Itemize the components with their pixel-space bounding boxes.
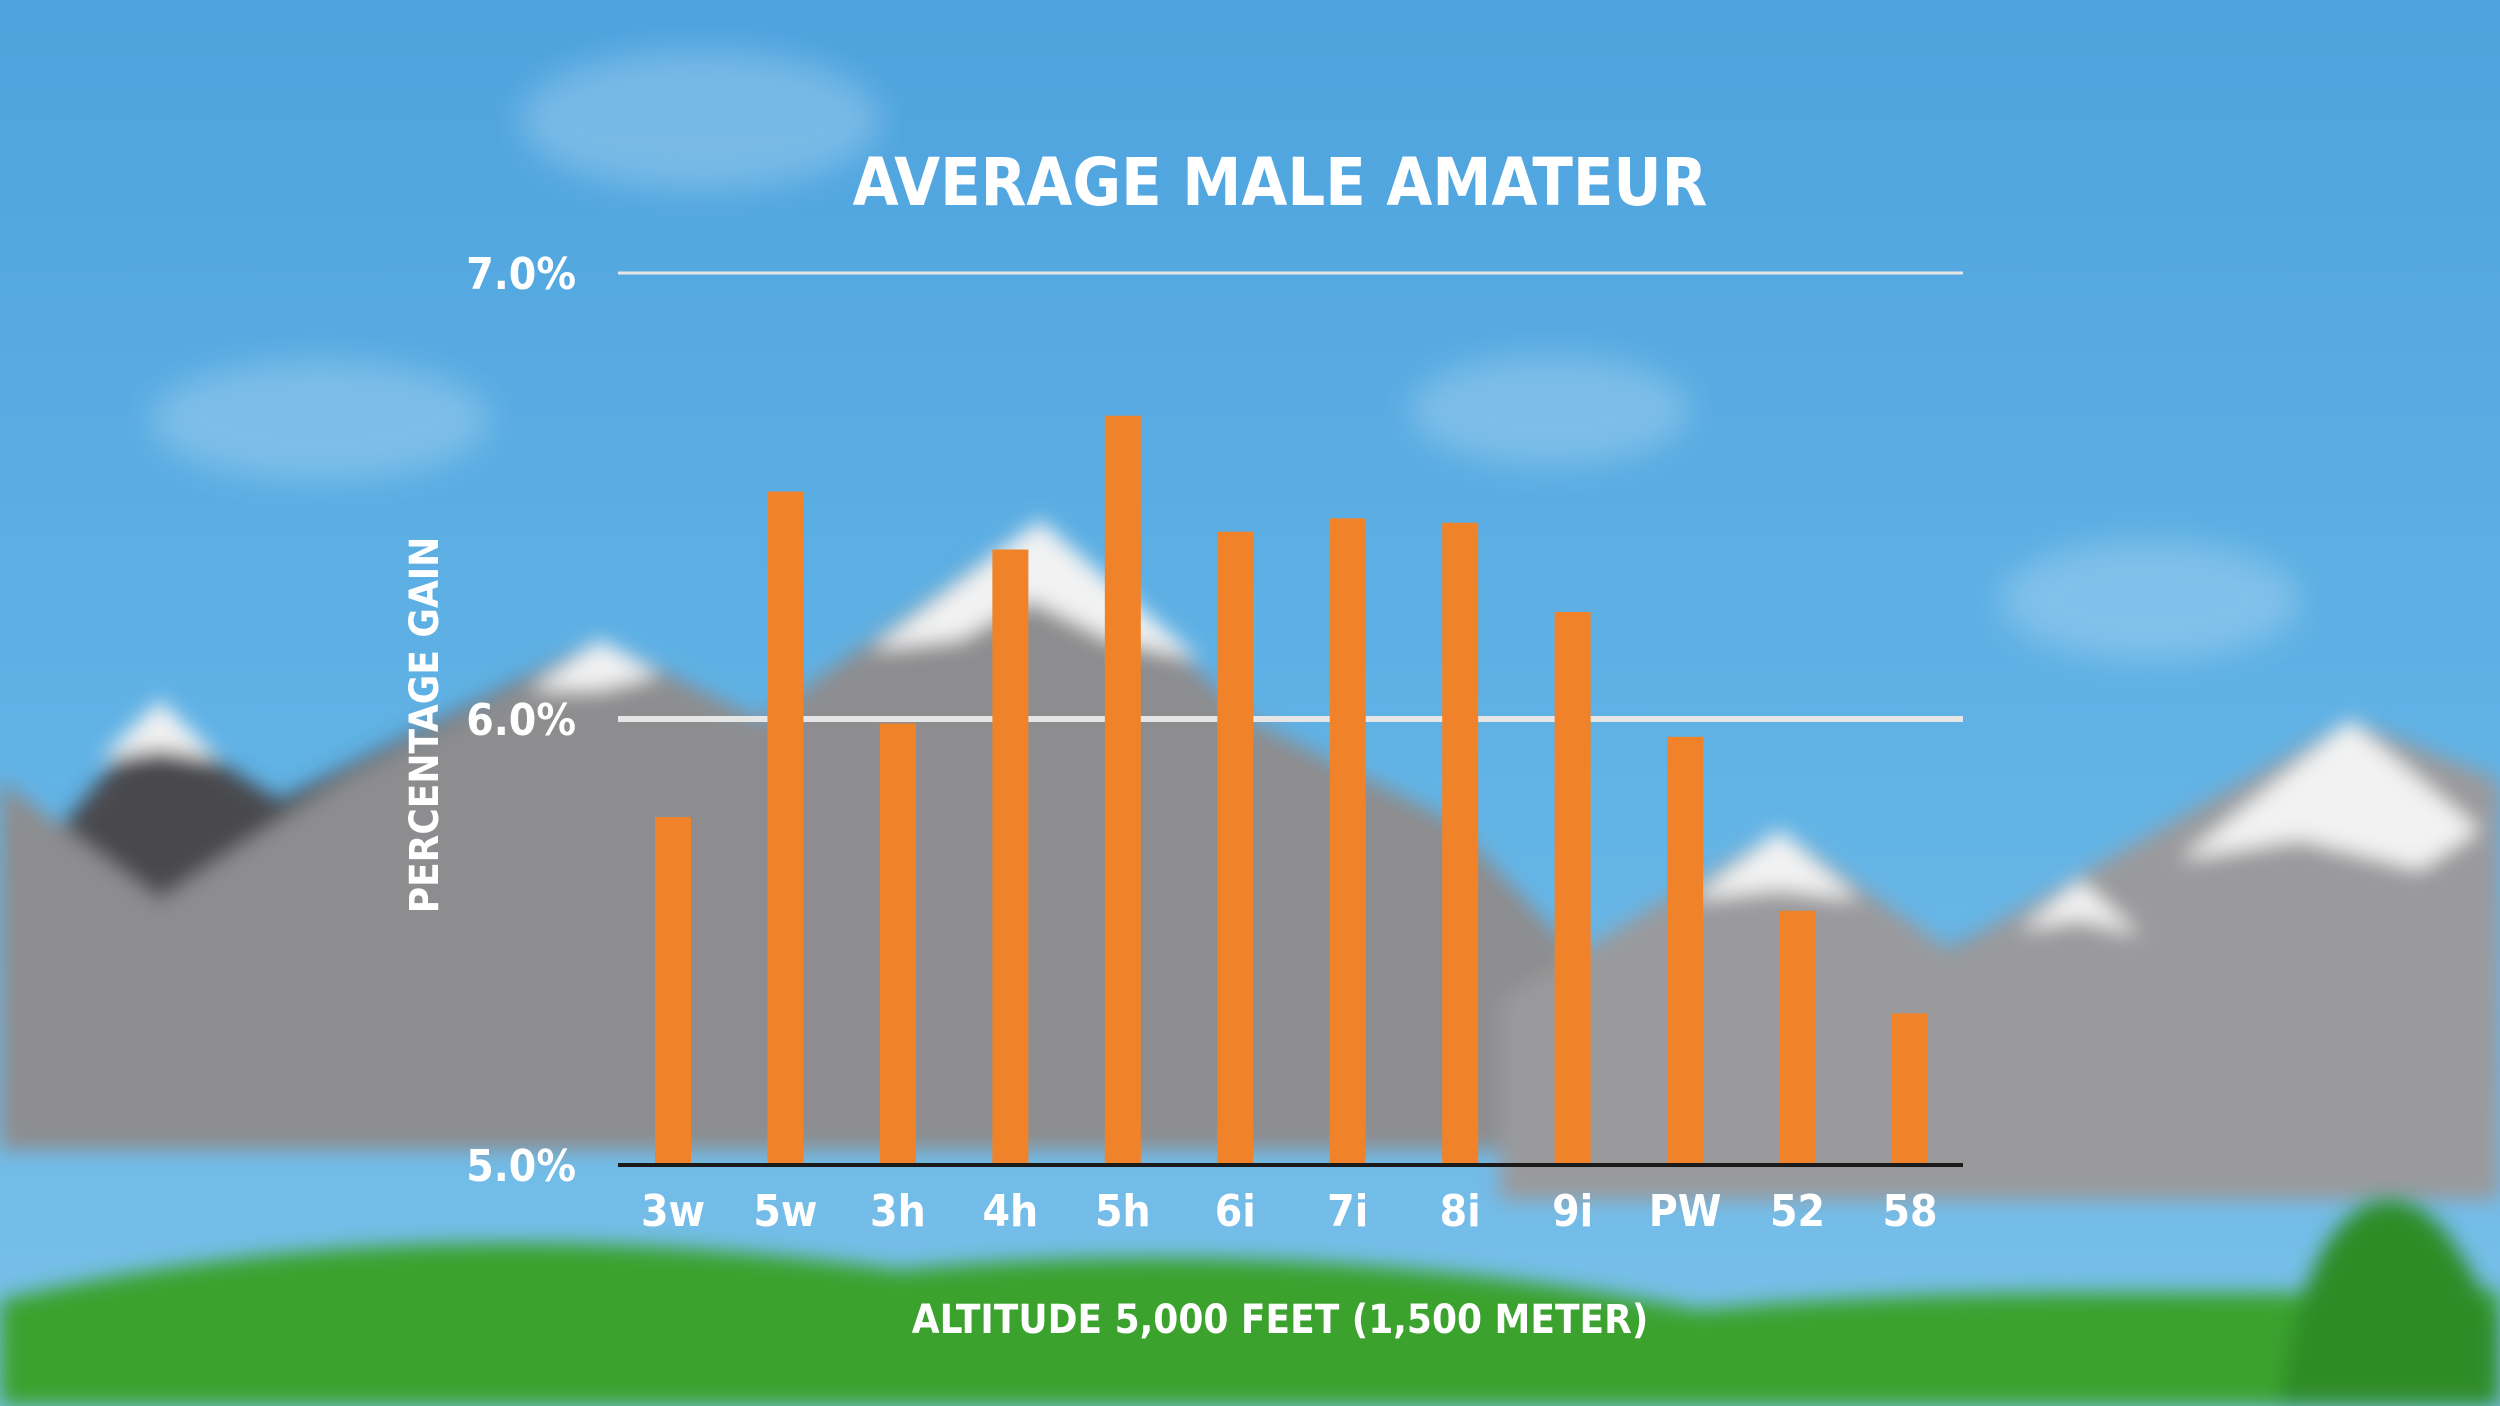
y-tick-label: 5.0% bbox=[466, 1141, 576, 1192]
bar-6i bbox=[1217, 531, 1254, 1165]
bar-3h bbox=[879, 723, 916, 1165]
x-tick-label: 58 bbox=[1882, 1186, 1937, 1237]
bar-5h bbox=[1104, 415, 1141, 1166]
x-tick-label: 3h bbox=[870, 1186, 926, 1237]
x-tick-label: 52 bbox=[1770, 1186, 1825, 1237]
bar-7i bbox=[1329, 518, 1366, 1165]
clouds bbox=[150, 50, 2300, 660]
x-axis-title: ALTITUDE 5,000 FEET (1,500 METER) bbox=[912, 1297, 1649, 1343]
y-tick-labels: 5.0% 6.0% 7.0% bbox=[466, 249, 576, 1192]
bar-5w bbox=[767, 491, 804, 1165]
x-tick-label: 5w bbox=[753, 1186, 817, 1237]
x-tick-label: 9i bbox=[1552, 1186, 1593, 1237]
bar-9i bbox=[1554, 611, 1591, 1165]
y-tick-label: 6.0% bbox=[466, 695, 576, 746]
x-tick-label: 7i bbox=[1327, 1186, 1368, 1237]
bar-pw bbox=[1667, 736, 1704, 1165]
y-axis-title: PERCENTAGE GAIN bbox=[402, 537, 448, 914]
bar-3w bbox=[655, 817, 691, 1165]
bars bbox=[655, 415, 1928, 1166]
chart-title: AVERAGE MALE AMATEUR bbox=[853, 144, 1708, 221]
x-tick-label: 6i bbox=[1215, 1186, 1256, 1237]
bar-52 bbox=[1779, 910, 1816, 1165]
y-tick-label: 7.0% bbox=[466, 249, 576, 300]
x-tick-label: 4h bbox=[982, 1186, 1038, 1237]
bar-8i bbox=[1442, 522, 1479, 1165]
bar-58 bbox=[1892, 1013, 1928, 1165]
gridlines bbox=[618, 271, 1963, 722]
hills bbox=[0, 1200, 2500, 1406]
x-tick-label: 5h bbox=[1095, 1186, 1151, 1237]
x-tick-label: 3w bbox=[641, 1186, 705, 1237]
bar-4h bbox=[992, 549, 1029, 1165]
x-tick-label: PW bbox=[1649, 1186, 1722, 1237]
x-tick-labels: 3w 5w 3h 4h 5h 6i 7i 8i 9i PW 52 58 bbox=[641, 1186, 1938, 1237]
x-tick-label: 8i bbox=[1440, 1186, 1481, 1237]
